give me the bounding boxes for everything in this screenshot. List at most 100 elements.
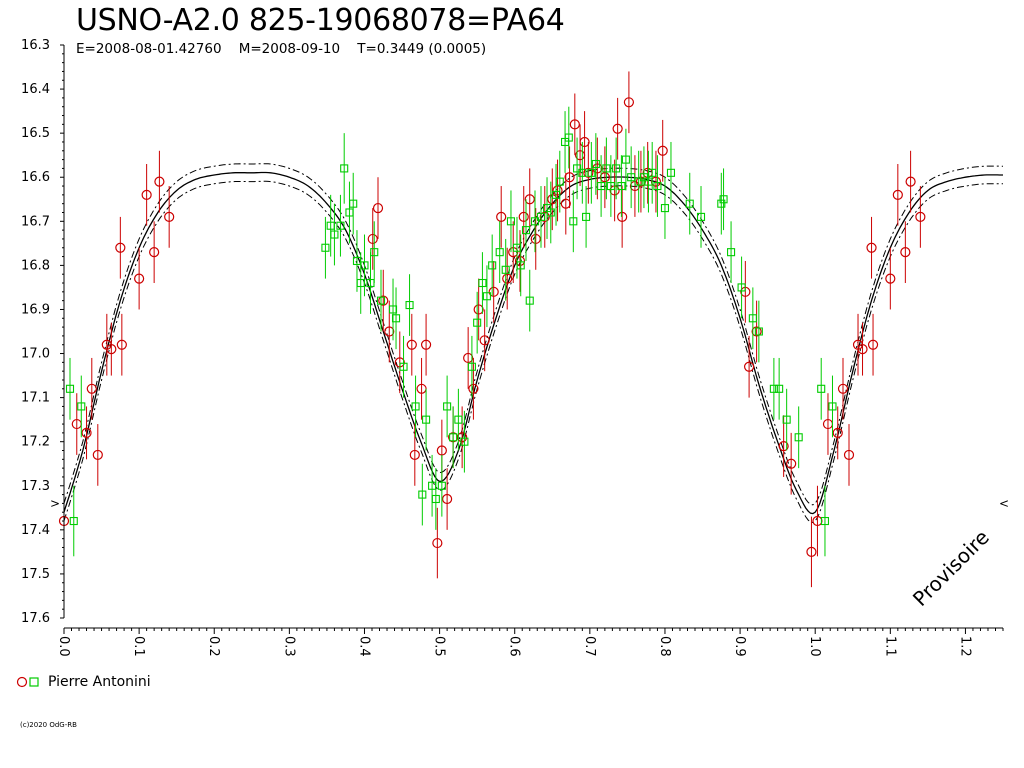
x-tick-label: 1.1 [882, 636, 897, 657]
data-point-square [564, 133, 573, 142]
data-point-circle [743, 361, 755, 372]
data-point-circle [885, 273, 896, 284]
data-point-circle [778, 441, 789, 452]
data-point-square [473, 318, 482, 327]
data-point-square [660, 204, 670, 213]
data-point-circle [518, 211, 529, 222]
data-point-square [634, 177, 643, 186]
data-point-circle [496, 211, 507, 222]
data-point-square [817, 384, 826, 393]
data-point-square [587, 168, 596, 177]
data-point-square [376, 296, 386, 305]
data-point-circle [149, 247, 160, 258]
data-point-square [454, 415, 463, 424]
data-point-square [349, 199, 358, 208]
data-point-square [336, 221, 345, 230]
data-point-square [530, 217, 540, 226]
data-point-square [360, 261, 369, 270]
y-tick-label: 16.3 [21, 38, 50, 53]
y-tick-label: 16.7 [21, 214, 50, 229]
data-point-circle [623, 97, 635, 108]
y-tick-label: 17.4 [21, 523, 50, 538]
legend: Pierre Antonini [16, 672, 151, 692]
model-curve-group [63, 163, 1003, 524]
data-point-square [525, 296, 534, 305]
x-tick-label: 0.2 [206, 636, 221, 657]
data-point-square [546, 208, 555, 217]
data-point-square [754, 327, 763, 336]
y-tick-label: 16.6 [21, 170, 50, 185]
axes-group: 16.3 16.4 16.5 16.6 16.7 16.8 16.9 17.0 17.1 17.2… [21, 38, 1009, 657]
data-point-circle [92, 449, 103, 461]
data-point-square [597, 181, 606, 191]
data-point-square [516, 261, 525, 270]
data-point-circle [832, 427, 843, 438]
y-tick-label: 16.8 [21, 258, 50, 273]
data-point-circle [154, 176, 165, 187]
data-point-square [488, 261, 497, 270]
x-tick-label: 0.3 [281, 636, 296, 657]
data-point-square [820, 516, 830, 526]
legend-label: Pierre Antonini [48, 674, 151, 690]
data-point-square [501, 265, 510, 274]
data-point-square [573, 164, 582, 173]
data-point-circle [612, 123, 623, 134]
data-point-square [569, 217, 578, 226]
data-point-square [719, 195, 728, 204]
data-point-circle [751, 326, 762, 337]
x-tick-label: 0.5 [432, 636, 447, 657]
data-point-circle [915, 211, 926, 222]
data-point-circle [539, 211, 550, 222]
data-point-circle [866, 242, 877, 253]
data-point-circle [115, 242, 126, 253]
data-point-square [828, 402, 837, 411]
data-point-circle [81, 427, 92, 438]
data-point-square [627, 173, 636, 182]
y-tick-label: 16.9 [21, 302, 50, 317]
model-envelope-upper [63, 163, 1003, 506]
data-point-circle [524, 194, 535, 205]
data-point-circle [560, 198, 571, 209]
data-point-circle [432, 537, 443, 549]
data-point-circle [406, 339, 417, 350]
data-point-square [460, 437, 469, 446]
legend-markers-icon [16, 676, 39, 688]
data-point-square [321, 243, 330, 252]
data-point-square [411, 402, 420, 411]
data-point-circle [657, 145, 668, 156]
data-point-circle [442, 493, 453, 505]
data-point-square [69, 516, 78, 526]
data-point-circle [599, 172, 610, 183]
x-tick-label: 1.2 [957, 636, 972, 657]
data-point-square [782, 415, 791, 424]
data-point-circle [141, 189, 152, 200]
y-tick-label: 17.0 [21, 347, 50, 362]
x-tick-label: 1.0 [807, 636, 822, 657]
data-point-square [449, 433, 458, 442]
data-point-square [794, 433, 803, 442]
data-point-circle [900, 247, 911, 258]
data-point-circle [488, 286, 499, 297]
data-point-circle [592, 163, 603, 174]
data-point-square [506, 217, 516, 226]
data-point-circle [579, 136, 590, 148]
data-point-square [685, 199, 694, 208]
data-point-square [748, 314, 757, 323]
data-point-square [340, 164, 349, 173]
data-point-square [621, 155, 630, 164]
data-point-circle [479, 335, 490, 346]
x-tick-label: 0.9 [732, 636, 747, 657]
data-point-square [769, 384, 778, 393]
x-tick-label: 0.8 [657, 636, 672, 657]
data-point-square [405, 301, 414, 310]
data-point-square [606, 181, 615, 191]
data-point-circle [116, 339, 127, 350]
data-point-square [737, 283, 746, 292]
data-point-square [391, 314, 401, 323]
y-tick-label: 17.2 [21, 435, 50, 450]
data-point-square [437, 481, 446, 490]
data-point-square [696, 212, 706, 221]
y-tick-label: 17.1 [21, 391, 50, 406]
data-point-square [330, 230, 339, 239]
